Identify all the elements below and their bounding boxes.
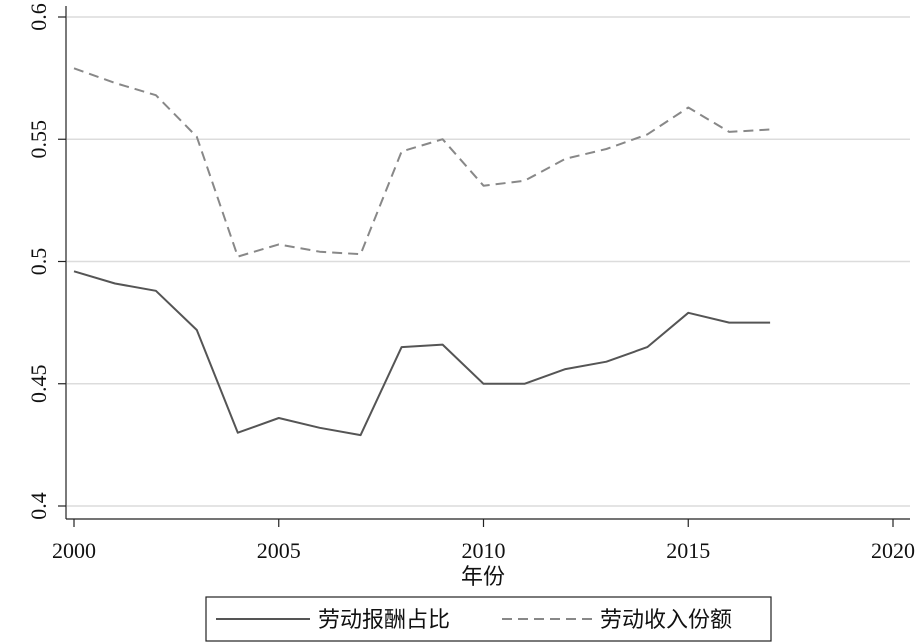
data-point [522,382,526,386]
data-point [195,328,199,332]
data-point [727,130,731,134]
data-point [236,431,240,435]
x-tick-label: 2000 [52,538,96,563]
data-point [441,137,445,141]
data-point [113,282,117,286]
data-point [318,250,322,254]
x-tick-label: 2020 [871,538,915,563]
data-point [482,184,486,188]
data-point [318,426,322,430]
data-point [604,147,608,151]
data-point [113,81,117,85]
data-point [359,433,363,437]
data-point [359,252,363,256]
x-tick-label: 2005 [257,538,301,563]
x-axis-title: 年份 [461,565,505,590]
axes: 0.4 0.45 0.5 0.55 0.6 2000 2005 2010 2015 2020 [26,3,915,563]
data-point [72,269,76,273]
series-line-2 [73,67,771,258]
legend: 劳动报酬占比 劳动收入份额 [205,596,772,642]
data-point [154,289,158,293]
data-point [277,242,281,246]
data-point [645,132,649,136]
plot-series [72,66,772,437]
data-point [277,416,281,420]
data-point [441,343,445,347]
data-point [727,321,731,325]
legend-label-2: 劳动收入份额 [600,608,732,633]
y-tick-label: 0.6 [26,3,51,31]
data-point [645,345,649,349]
gridlines [67,16,910,507]
data-point [686,311,690,315]
data-point [768,321,772,325]
series-line-1 [73,270,771,437]
x-tick-label: 2015 [666,538,710,563]
data-point [236,255,240,259]
y-tick-label: 0.5 [26,248,51,276]
data-point [522,179,526,183]
data-point [482,382,486,386]
x-tick-label: 2010 [462,538,506,563]
data-point [400,345,404,349]
y-tick-label: 0.45 [26,365,51,404]
data-point [604,360,608,364]
legend-label-1: 劳动报酬占比 [318,608,450,633]
data-point [154,93,158,97]
y-tick-label: 0.4 [26,492,51,520]
data-point [563,367,567,371]
data-point [195,135,199,139]
data-point [400,149,404,153]
data-point [563,157,567,161]
data-point [768,127,772,131]
data-point [686,105,690,109]
data-point [72,66,76,70]
y-tick-label: 0.55 [26,120,51,159]
